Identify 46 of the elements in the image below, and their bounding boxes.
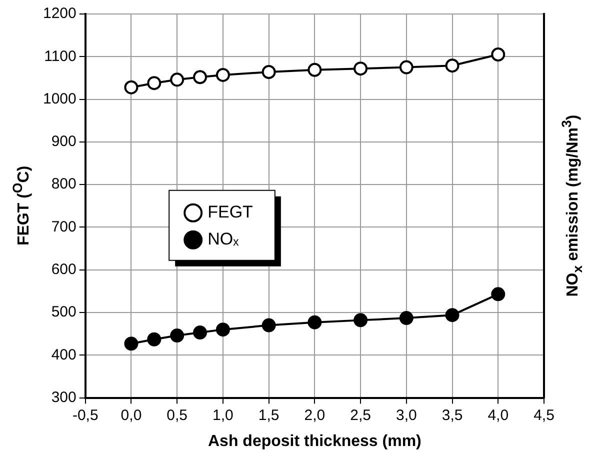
x-tick-label: 0,0 [120,406,142,424]
point [491,287,506,302]
point [216,322,230,337]
y-tick-label: 600 [51,261,76,278]
x-tick-label: 2,5 [350,406,371,424]
x-tick-label: -0,5 [72,406,98,424]
x-axis-title: Ash deposit thickness (mm) [208,432,422,450]
x-tick-label: 0,5 [166,406,188,424]
point [491,48,506,62]
point [445,308,460,322]
point [354,313,368,328]
point [170,328,184,343]
point [399,311,414,326]
y-tick-label: 1000 [42,90,76,108]
y-tick-label: 300 [51,388,76,406]
point [308,62,322,77]
x-tick-label: 3,0 [396,406,417,424]
point [124,80,138,94]
point [262,318,276,332]
y-tick-label: 700 [51,218,76,236]
point [170,72,184,87]
point [216,68,230,82]
x-tick-label: 1,0 [212,406,234,424]
point [308,315,322,330]
x-tick-label: 2,0 [304,406,326,424]
point [124,336,138,351]
y-tick-label: 900 [51,133,76,150]
legend-label: NOₓ [208,230,240,249]
y-tick-label: 1200 [42,5,76,22]
point [445,58,460,73]
x-tick-label: 3,5 [442,406,463,424]
point [193,326,208,340]
x-tick-label: 4,5 [534,406,554,424]
x-tick-label: 1,5 [258,406,280,424]
point [147,332,162,346]
point [354,62,368,76]
y-tick-label: 500 [51,304,76,321]
x-tick-label: 4,0 [488,406,509,424]
point [262,64,276,79]
legend-label: FEGT [208,202,253,222]
point [399,60,414,74]
y-tick-label: 1100 [44,48,76,65]
point [147,76,162,90]
point [193,70,208,84]
y-tick-label: 400 [51,346,76,364]
y-tick-label: 800 [51,176,76,193]
